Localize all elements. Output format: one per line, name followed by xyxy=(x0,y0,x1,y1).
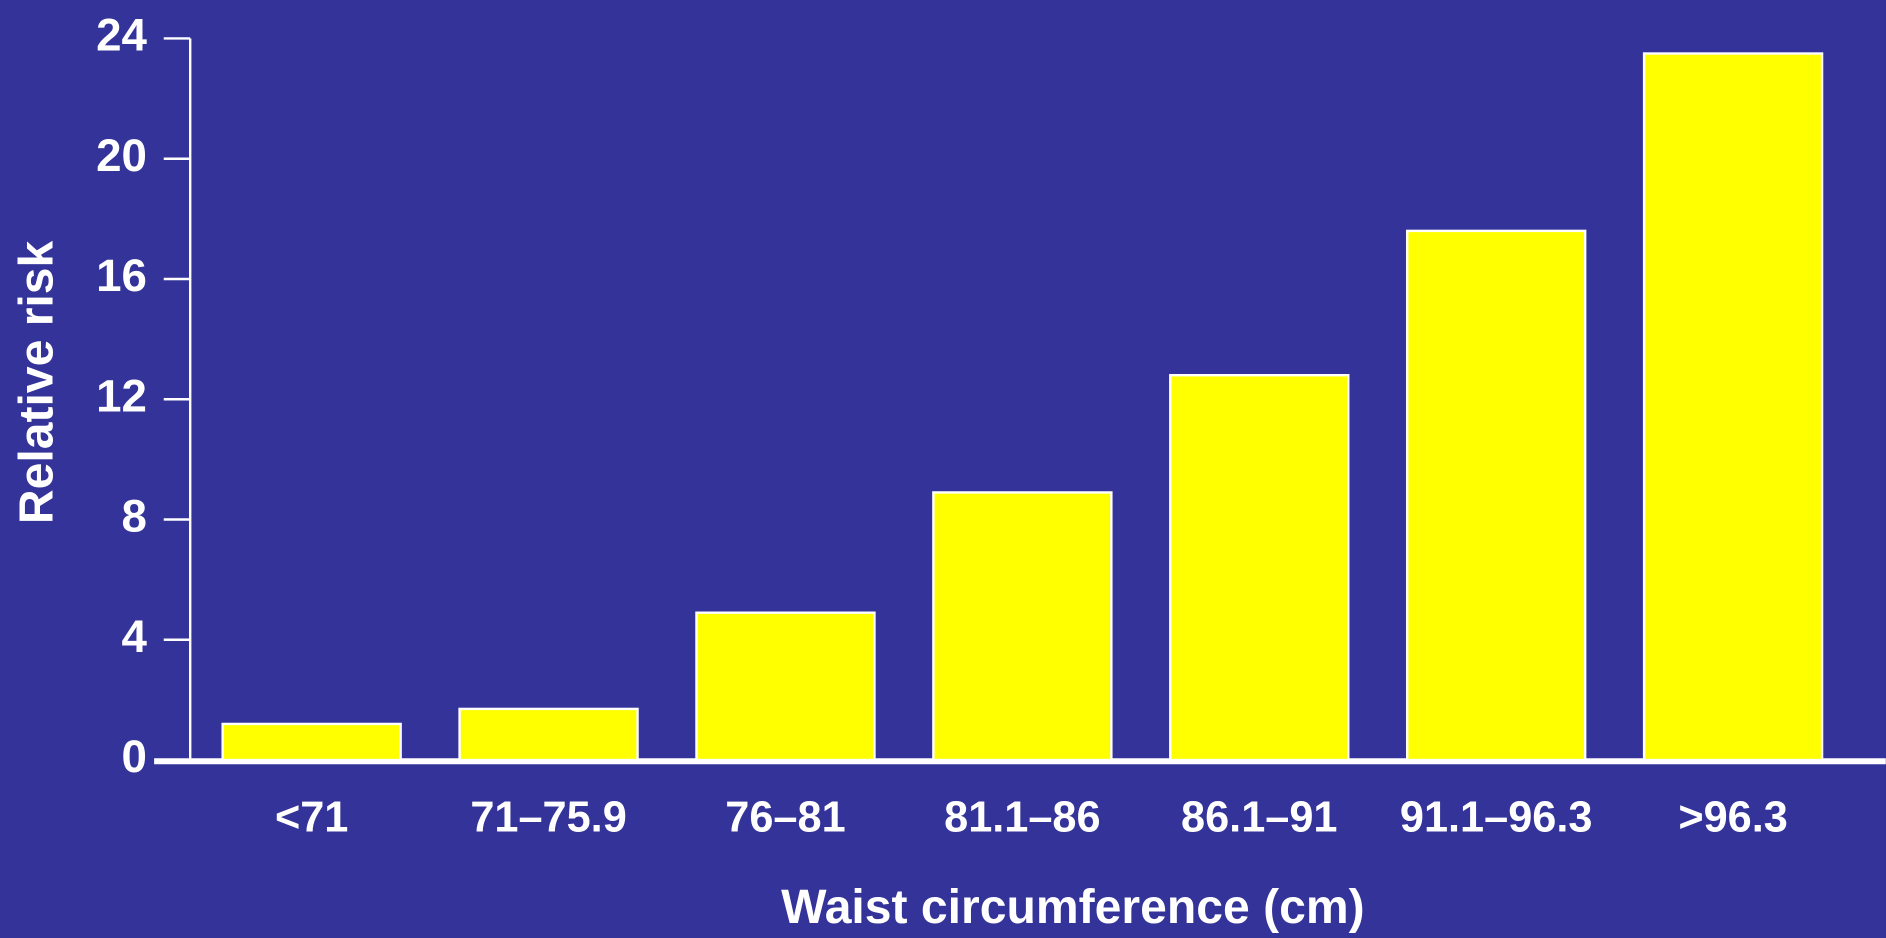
y-axis-title: Relative risk xyxy=(10,240,64,524)
y-tick-label: 4 xyxy=(121,611,147,662)
bar xyxy=(221,722,402,762)
x-tick-label: >96.3 xyxy=(1678,794,1788,842)
bar xyxy=(1169,373,1350,762)
y-tick-label: 12 xyxy=(96,370,147,421)
bar xyxy=(932,491,1113,762)
y-tick-label: 24 xyxy=(96,10,147,61)
x-tick-label: 91.1–96.3 xyxy=(1400,794,1593,842)
y-tick-label: 16 xyxy=(96,250,147,301)
bar xyxy=(1642,52,1824,762)
x-tick-label: 76–81 xyxy=(725,794,845,842)
bar xyxy=(695,611,876,762)
x-tick-label: 71–75.9 xyxy=(470,794,626,842)
bar xyxy=(458,707,639,762)
y-tick-label: 20 xyxy=(96,130,147,181)
x-axis-title: Waist circumference (cm) xyxy=(781,880,1365,934)
y-tick-label: 0 xyxy=(121,731,146,782)
x-tick-label: 81.1–86 xyxy=(944,794,1100,842)
bar xyxy=(1405,229,1587,762)
x-tick-label: <71 xyxy=(275,794,348,842)
y-tick-label: 8 xyxy=(121,491,146,542)
x-tick-label: 86.1–91 xyxy=(1181,794,1337,842)
